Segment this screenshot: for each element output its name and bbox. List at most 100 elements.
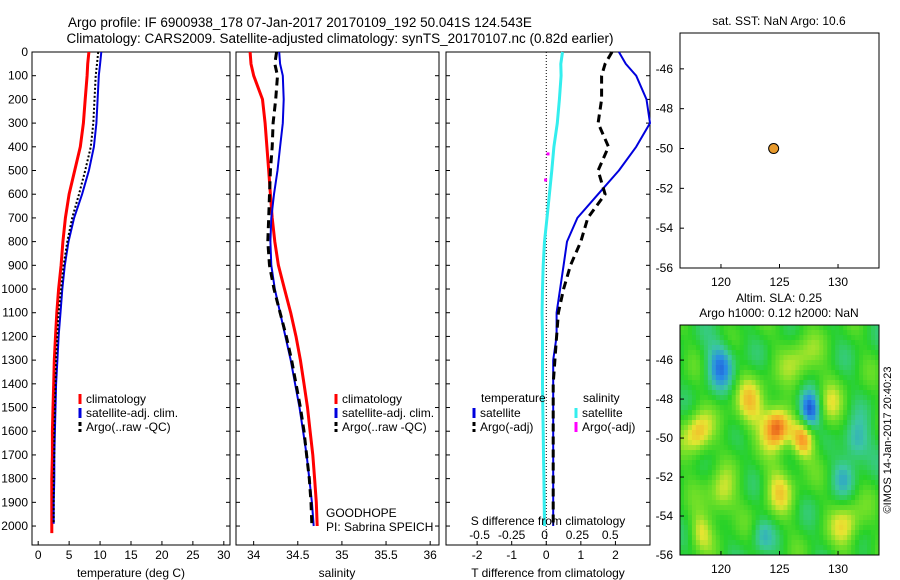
- sla-cell: [731, 465, 737, 471]
- sla-cell: [687, 425, 693, 431]
- sla-cell: [811, 485, 816, 491]
- sla-cell: [771, 445, 777, 451]
- sla-cell: [779, 380, 785, 386]
- sal-legend-label: satellite-adj. clim.: [342, 406, 434, 420]
- sla-cell: [743, 500, 749, 506]
- sla-cell: [835, 550, 840, 555]
- sla-cell: [803, 505, 808, 511]
- sla-cell: [799, 400, 804, 406]
- sla-cell: [803, 415, 808, 421]
- sla-cell: [755, 440, 761, 446]
- sla-cell: [823, 375, 828, 381]
- sla-cell: [763, 425, 769, 431]
- sla-cell: [835, 460, 840, 466]
- sla-cell: [783, 470, 789, 476]
- sla-cell: [755, 445, 761, 451]
- temp-series-2: [52, 51, 100, 524]
- map-ytick-label: -50: [656, 142, 674, 156]
- sla-cell: [811, 535, 816, 541]
- sla-cell: [707, 535, 713, 541]
- sla-cell: [783, 340, 789, 346]
- sla-cell: [827, 355, 832, 361]
- sla-cell: [787, 500, 793, 506]
- sla-cell: [731, 405, 737, 411]
- sla-cell: [715, 410, 721, 416]
- sla-cell: [815, 340, 820, 346]
- sla-cell: [735, 405, 741, 411]
- sla-cell: [735, 365, 741, 371]
- sla-cell: [799, 355, 804, 361]
- sla-cell: [747, 460, 753, 466]
- sla-cell: [747, 380, 753, 386]
- sla-cell: [719, 490, 725, 496]
- sla-cell: [739, 510, 745, 516]
- sla-cell: [803, 430, 808, 436]
- sla-cell: [703, 420, 709, 426]
- sla-cell: [743, 420, 749, 426]
- sla-cell: [751, 505, 757, 511]
- sla-cell: [723, 400, 729, 406]
- sla-cell: [715, 530, 721, 536]
- diff-s-tick-label: 0: [541, 528, 548, 542]
- sla-cell: [823, 515, 828, 521]
- temp-ytick-label: 1300: [1, 353, 28, 367]
- sla-cell: [731, 385, 737, 391]
- sla-heatmap-cells: [680, 325, 879, 555]
- sla-xtick-label: 130: [828, 562, 848, 576]
- sla-cell: [843, 540, 848, 546]
- sla-cell: [839, 410, 844, 416]
- sla-cell: [707, 475, 713, 481]
- sla-cell: [803, 365, 808, 371]
- sla-cell: [783, 480, 789, 486]
- sla-cell: [695, 495, 701, 501]
- sla-cell: [851, 535, 856, 541]
- sla-cell: [691, 430, 697, 436]
- sla-cell: [763, 470, 769, 476]
- sla-cell: [751, 455, 757, 461]
- float-location-marker: [768, 143, 780, 155]
- sla-cell: [815, 375, 820, 381]
- sla-cell: [683, 525, 689, 531]
- sla-cell: [831, 445, 836, 451]
- sla-cell: [835, 340, 840, 346]
- sla-cell: [699, 420, 705, 426]
- sla-cell: [843, 505, 848, 511]
- sla-cell: [783, 535, 789, 541]
- sla-cell: [747, 550, 753, 555]
- sla-cell: [819, 340, 824, 346]
- sla-cell: [719, 485, 725, 491]
- sla-cell: [875, 330, 879, 336]
- sla-cell: [703, 445, 709, 451]
- sla-cell: [711, 330, 717, 336]
- sla-cell: [723, 470, 729, 476]
- sla-cell: [867, 420, 872, 426]
- sla-cell: [691, 525, 697, 531]
- sla-cell: [871, 325, 876, 331]
- sla-cell: [859, 550, 864, 555]
- diff-legend-label: Argo(-adj): [582, 420, 635, 434]
- sla-cell: [755, 515, 761, 521]
- sla-cell: [787, 440, 793, 446]
- sla-cell: [847, 500, 852, 506]
- sla-cell: [855, 465, 860, 471]
- sla-cell: [691, 485, 697, 491]
- sla-cell: [759, 475, 765, 481]
- sla-cell: [811, 350, 816, 356]
- sla-xtick-label: 125: [769, 562, 789, 576]
- sla-cell: [791, 540, 797, 546]
- sla-cell: [831, 530, 836, 536]
- sla-cell: [851, 345, 856, 351]
- sla-cell: [743, 375, 749, 381]
- sla-cell: [807, 325, 812, 331]
- sla-cell: [743, 350, 749, 356]
- sla-cell: [727, 455, 733, 461]
- sla-cell: [763, 355, 769, 361]
- sla-cell: [779, 385, 785, 391]
- sla-cell: [855, 535, 860, 541]
- sla-cell: [831, 395, 836, 401]
- sla-cell: [703, 385, 709, 391]
- sla-cell: [755, 505, 761, 511]
- sla-cell: [715, 380, 721, 386]
- sla-cell: [871, 490, 876, 496]
- sla-cell: [843, 400, 848, 406]
